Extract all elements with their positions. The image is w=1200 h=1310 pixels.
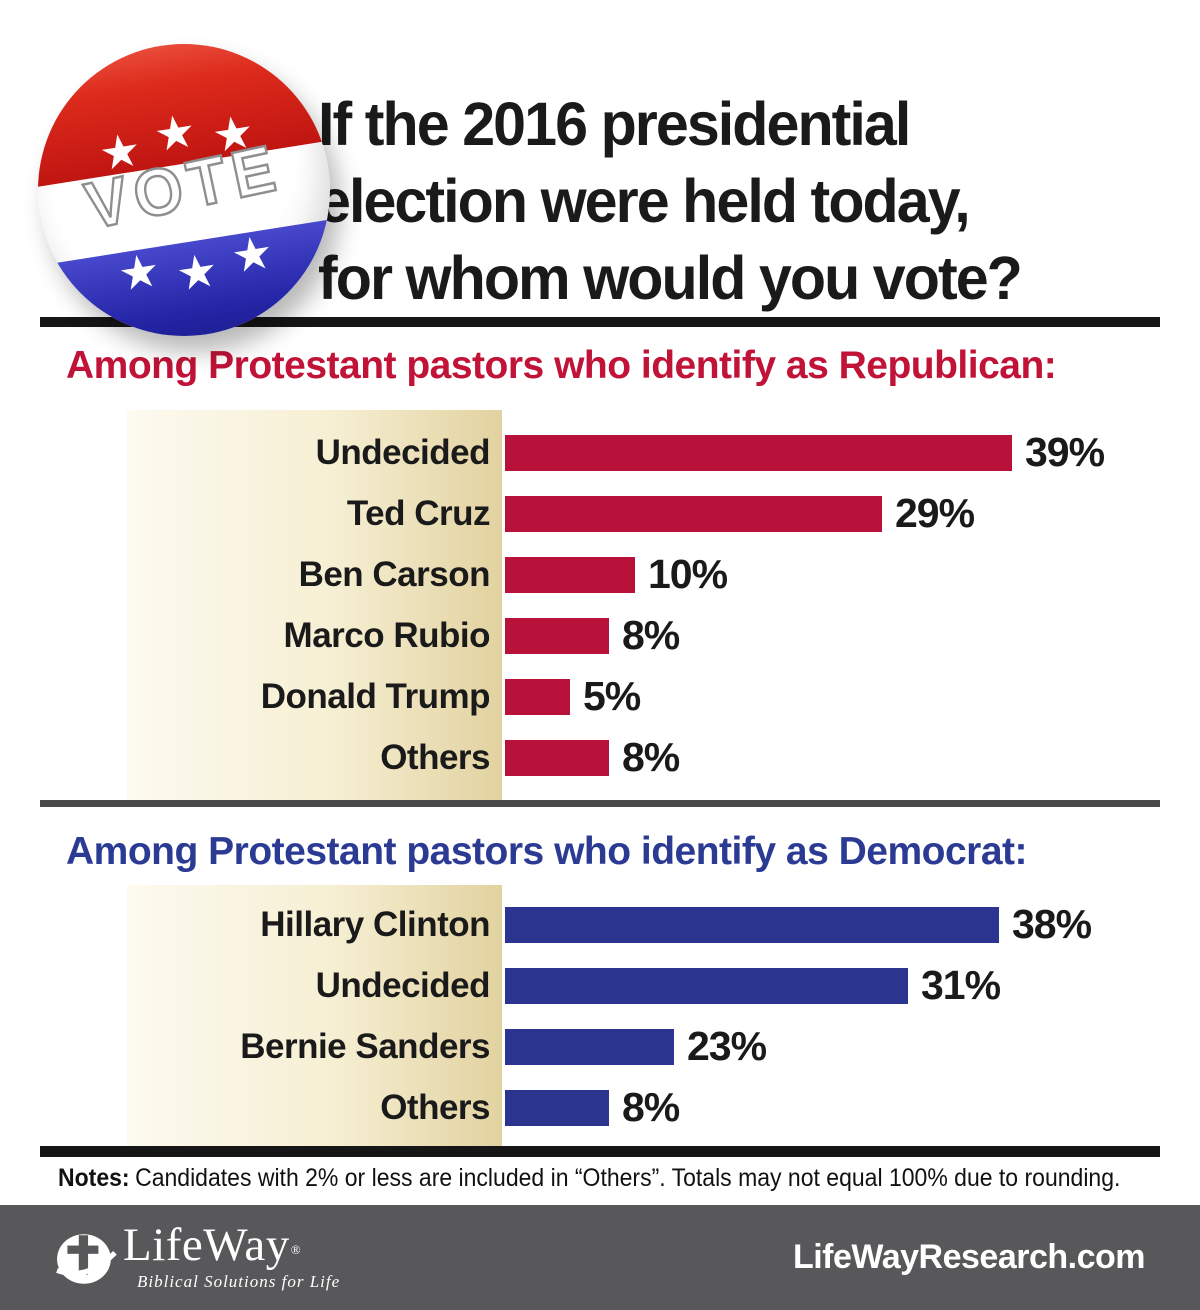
site-url: LifeWayResearch.com: [792, 1238, 1146, 1276]
vote-badge: ★ ★ ★ VOTE ★ ★ ★: [38, 44, 330, 336]
bar-row: Donald Trump 5%: [0, 666, 1200, 727]
vote-button-graphic: ★ ★ ★ VOTE ★ ★ ★: [38, 44, 330, 336]
lifeway-logo: LifeWay® Biblical Solutions for Life: [55, 1222, 341, 1292]
category-label: Donald Trump: [260, 676, 491, 716]
bar: [505, 678, 570, 715]
star-icon: ★: [227, 225, 277, 284]
label-panel: [127, 885, 502, 1147]
title-line: election were held today,: [318, 167, 971, 235]
bar-row: Ted Cruz 29%: [0, 483, 1200, 544]
registered-mark: ®: [290, 1242, 302, 1257]
democrat-chart: Hillary Clinton 38% Undecided 31% Bernie…: [0, 885, 1200, 1147]
category-label: Ted Cruz: [346, 493, 491, 533]
star-icon: ★: [114, 243, 164, 301]
bar: [505, 1089, 609, 1126]
section-title-democrat: Among Protestant pastors who identify as…: [66, 830, 1028, 873]
label-panel: [127, 410, 502, 800]
value-label: 8%: [622, 1084, 680, 1130]
logo-text: LifeWay® Biblical Solutions for Life: [123, 1222, 341, 1292]
category-label: Undecided: [315, 432, 491, 472]
bar-row: Hillary Clinton 38%: [0, 894, 1200, 955]
republican-chart: Undecided 39% Ted Cruz 29% Ben Carson 10…: [0, 410, 1200, 800]
bar-row: Others 8%: [0, 1077, 1200, 1138]
divider: [40, 800, 1160, 807]
footer: LifeWay® Biblical Solutions for Life Lif…: [0, 1205, 1200, 1310]
value-label: 29%: [895, 490, 975, 536]
section-title-republican: Among Protestant pastors who identify as…: [66, 344, 1057, 387]
category-label: Others: [380, 1087, 490, 1127]
value-label: 39%: [1025, 429, 1105, 475]
category-label: Ben Carson: [298, 554, 491, 594]
category-label: Hillary Clinton: [260, 904, 490, 944]
bar-rows: Hillary Clinton 38% Undecided 31% Bernie…: [0, 885, 1200, 1138]
bar-row: Bernie Sanders 23%: [0, 1016, 1200, 1077]
infographic-title: If the 2016 presidential election were h…: [318, 86, 1023, 317]
bar: [505, 617, 609, 654]
star-icon: ★: [172, 243, 222, 301]
category-label: Undecided: [315, 965, 491, 1005]
badge-blue-band: ★ ★ ★: [38, 213, 330, 336]
divider: [40, 317, 1160, 327]
category-label: Marco Rubio: [283, 615, 491, 655]
bar-row: Undecided 31%: [0, 955, 1200, 1016]
divider: [40, 1146, 1160, 1157]
bar-rows: Undecided 39% Ted Cruz 29% Ben Carson 10…: [0, 410, 1200, 788]
bar: [505, 556, 635, 593]
badge-bands: ★ ★ ★ VOTE ★ ★ ★: [38, 44, 330, 336]
value-label: 38%: [1012, 901, 1092, 947]
notes-label: Notes:: [58, 1164, 130, 1192]
value-label: 8%: [622, 612, 680, 658]
bar-row: Ben Carson 10%: [0, 544, 1200, 605]
value-label: 8%: [622, 734, 680, 780]
category-label: Others: [380, 737, 490, 777]
title-line: for whom would you vote?: [318, 244, 1023, 312]
brand-tagline: Biblical Solutions for Life: [137, 1272, 341, 1291]
bar: [505, 434, 1012, 471]
title-line: If the 2016 presidential: [318, 90, 911, 158]
notes-text: Candidates with 2% or less are included …: [135, 1164, 1121, 1192]
bar-row: Undecided 39%: [0, 422, 1200, 483]
blue-band-stars: ★ ★ ★: [38, 216, 330, 311]
bar: [505, 495, 882, 532]
value-label: 31%: [921, 962, 1001, 1008]
brand-name: LifeWay®: [123, 1222, 340, 1272]
bar: [505, 739, 609, 776]
bar-row: Others 8%: [0, 727, 1200, 788]
brand-word: LifeWay: [123, 1219, 290, 1271]
bar: [505, 1028, 674, 1065]
category-label: Bernie Sanders: [240, 1026, 490, 1066]
notes: Notes: Candidates with 2% or less are inc…: [58, 1164, 1120, 1193]
bar-row: Marco Rubio 8%: [0, 605, 1200, 666]
bar: [505, 967, 908, 1004]
value-label: 10%: [648, 551, 728, 597]
globe-cross-icon: [56, 1233, 117, 1284]
bar: [505, 906, 999, 943]
value-label: 5%: [583, 673, 641, 719]
value-label: 23%: [687, 1023, 767, 1069]
